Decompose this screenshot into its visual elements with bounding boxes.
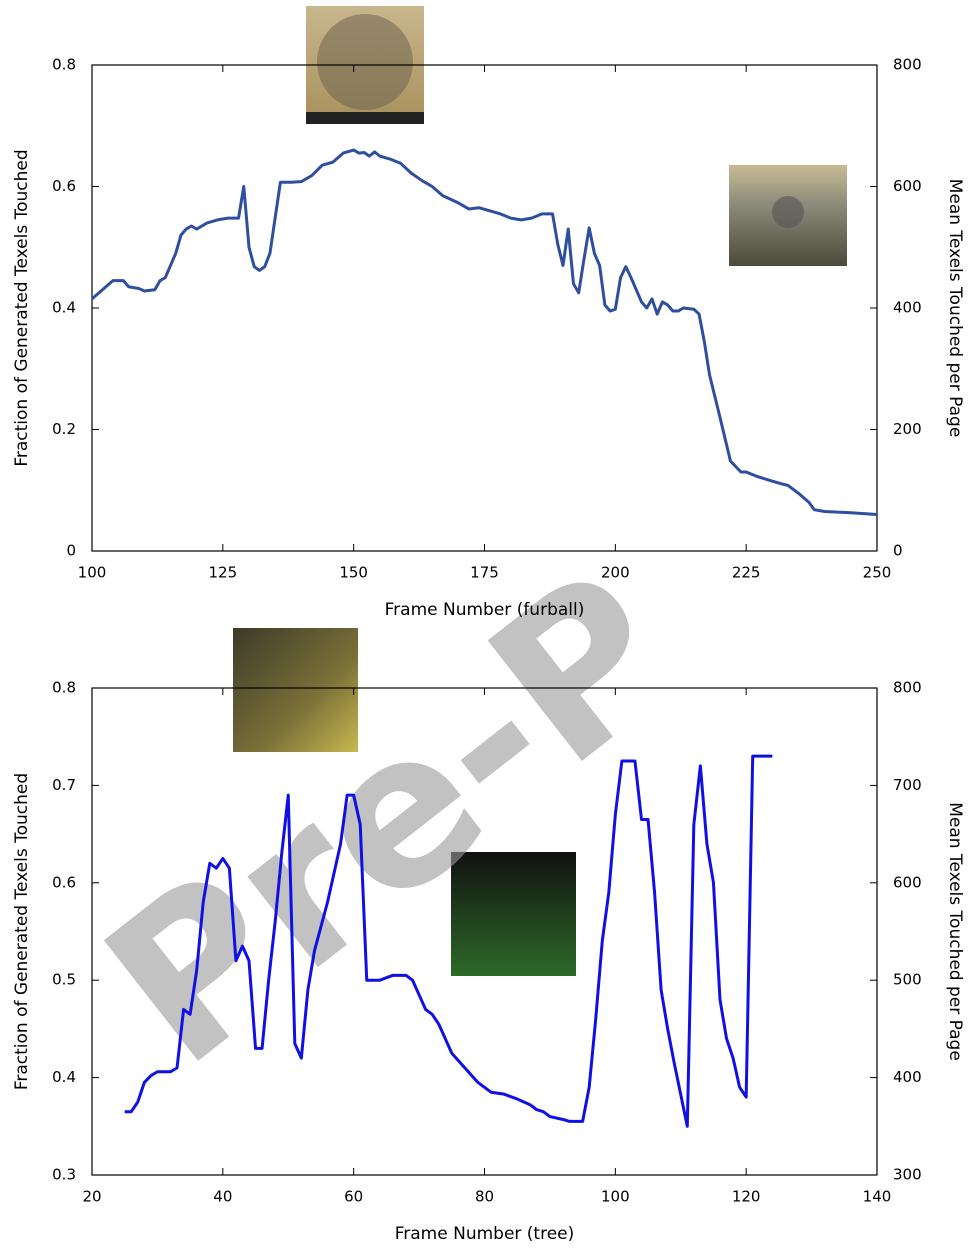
y-tick-label: 0.3	[52, 1166, 76, 1184]
thumbnails	[233, 6, 847, 976]
y2-tick-label: 800	[893, 679, 922, 697]
x-tick-label: 225	[732, 564, 761, 582]
thumbnail-detail	[306, 112, 424, 124]
x-tick-label: 250	[863, 564, 892, 582]
x-tick-label: 175	[470, 564, 499, 582]
thumbnail-detail	[772, 196, 804, 228]
y2-axis-label: Mean Texels Touched per Page	[945, 802, 965, 1061]
y2-tick-label: 600	[893, 177, 922, 195]
y2-tick-label: 400	[893, 1068, 922, 1086]
x-tick-label: 80	[475, 1188, 494, 1206]
y2-tick-label: 700	[893, 776, 922, 794]
y-tick-label: 0.8	[52, 679, 76, 697]
y-tick-label: 0.4	[52, 299, 76, 317]
x-tick-label: 140	[863, 1188, 892, 1206]
y2-tick-label: 500	[893, 971, 922, 989]
y-tick-label: 0.7	[52, 776, 76, 794]
y-tick-label: 0.4	[52, 1068, 76, 1086]
y2-tick-label: 0	[893, 542, 903, 560]
x-tick-label: 40	[213, 1188, 232, 1206]
data-line	[124, 754, 773, 1128]
x-tick-label: 125	[209, 564, 238, 582]
data-line	[91, 148, 878, 517]
y-tick-label: 0.6	[52, 177, 76, 195]
y2-tick-label: 300	[893, 1166, 922, 1184]
y-tick-label: 0.5	[52, 971, 76, 989]
x-tick-label: 150	[339, 564, 368, 582]
y2-tick-label: 400	[893, 299, 922, 317]
y-tick-label: 0.8	[52, 56, 76, 74]
y2-tick-label: 600	[893, 873, 922, 891]
y2-tick-label: 200	[893, 420, 922, 438]
y-tick-label: 0.6	[52, 873, 76, 891]
x-tick-label: 100	[78, 564, 107, 582]
y2-tick-label: 800	[893, 56, 922, 74]
thumbnail	[451, 852, 576, 976]
x-tick-label: 200	[601, 564, 630, 582]
x-tick-label: 120	[732, 1188, 761, 1206]
x-tick-label: 100	[601, 1188, 630, 1206]
y-tick-label: 0.2	[52, 420, 76, 438]
x-axis-label: Frame Number (tree)	[395, 1224, 575, 1244]
y-axis-label: Fraction of Generated Texels Touched	[12, 149, 32, 466]
y-tick-label: 0	[66, 542, 76, 560]
thumbnail-detail	[317, 14, 413, 110]
x-tick-label: 60	[344, 1188, 363, 1206]
x-tick-label: 20	[82, 1188, 101, 1206]
y-axis-label: Fraction of Generated Texels Touched	[12, 773, 32, 1090]
thumbnail	[233, 628, 358, 752]
y2-axis-label: Mean Texels Touched per Page	[945, 179, 965, 438]
x-axis-label: Frame Number (furball)	[385, 600, 585, 620]
